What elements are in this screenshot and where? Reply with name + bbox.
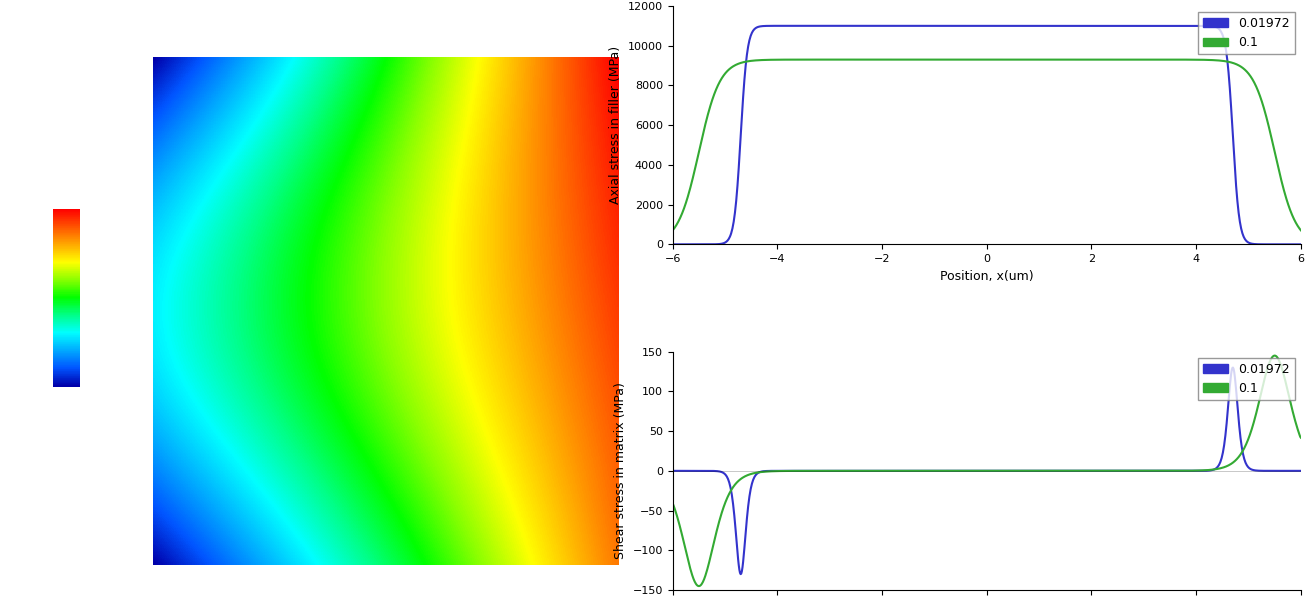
X-axis label: Position, x(um): Position, x(um) xyxy=(940,269,1034,283)
Y-axis label: Axial stress in filler (MPa): Axial stress in filler (MPa) xyxy=(610,46,623,204)
Y-axis label: Shear stress in matrix (MPa): Shear stress in matrix (MPa) xyxy=(614,383,627,559)
Legend: 0.01972, 0.1: 0.01972, 0.1 xyxy=(1198,358,1294,400)
Legend: 0.01972, 0.1: 0.01972, 0.1 xyxy=(1198,12,1294,54)
